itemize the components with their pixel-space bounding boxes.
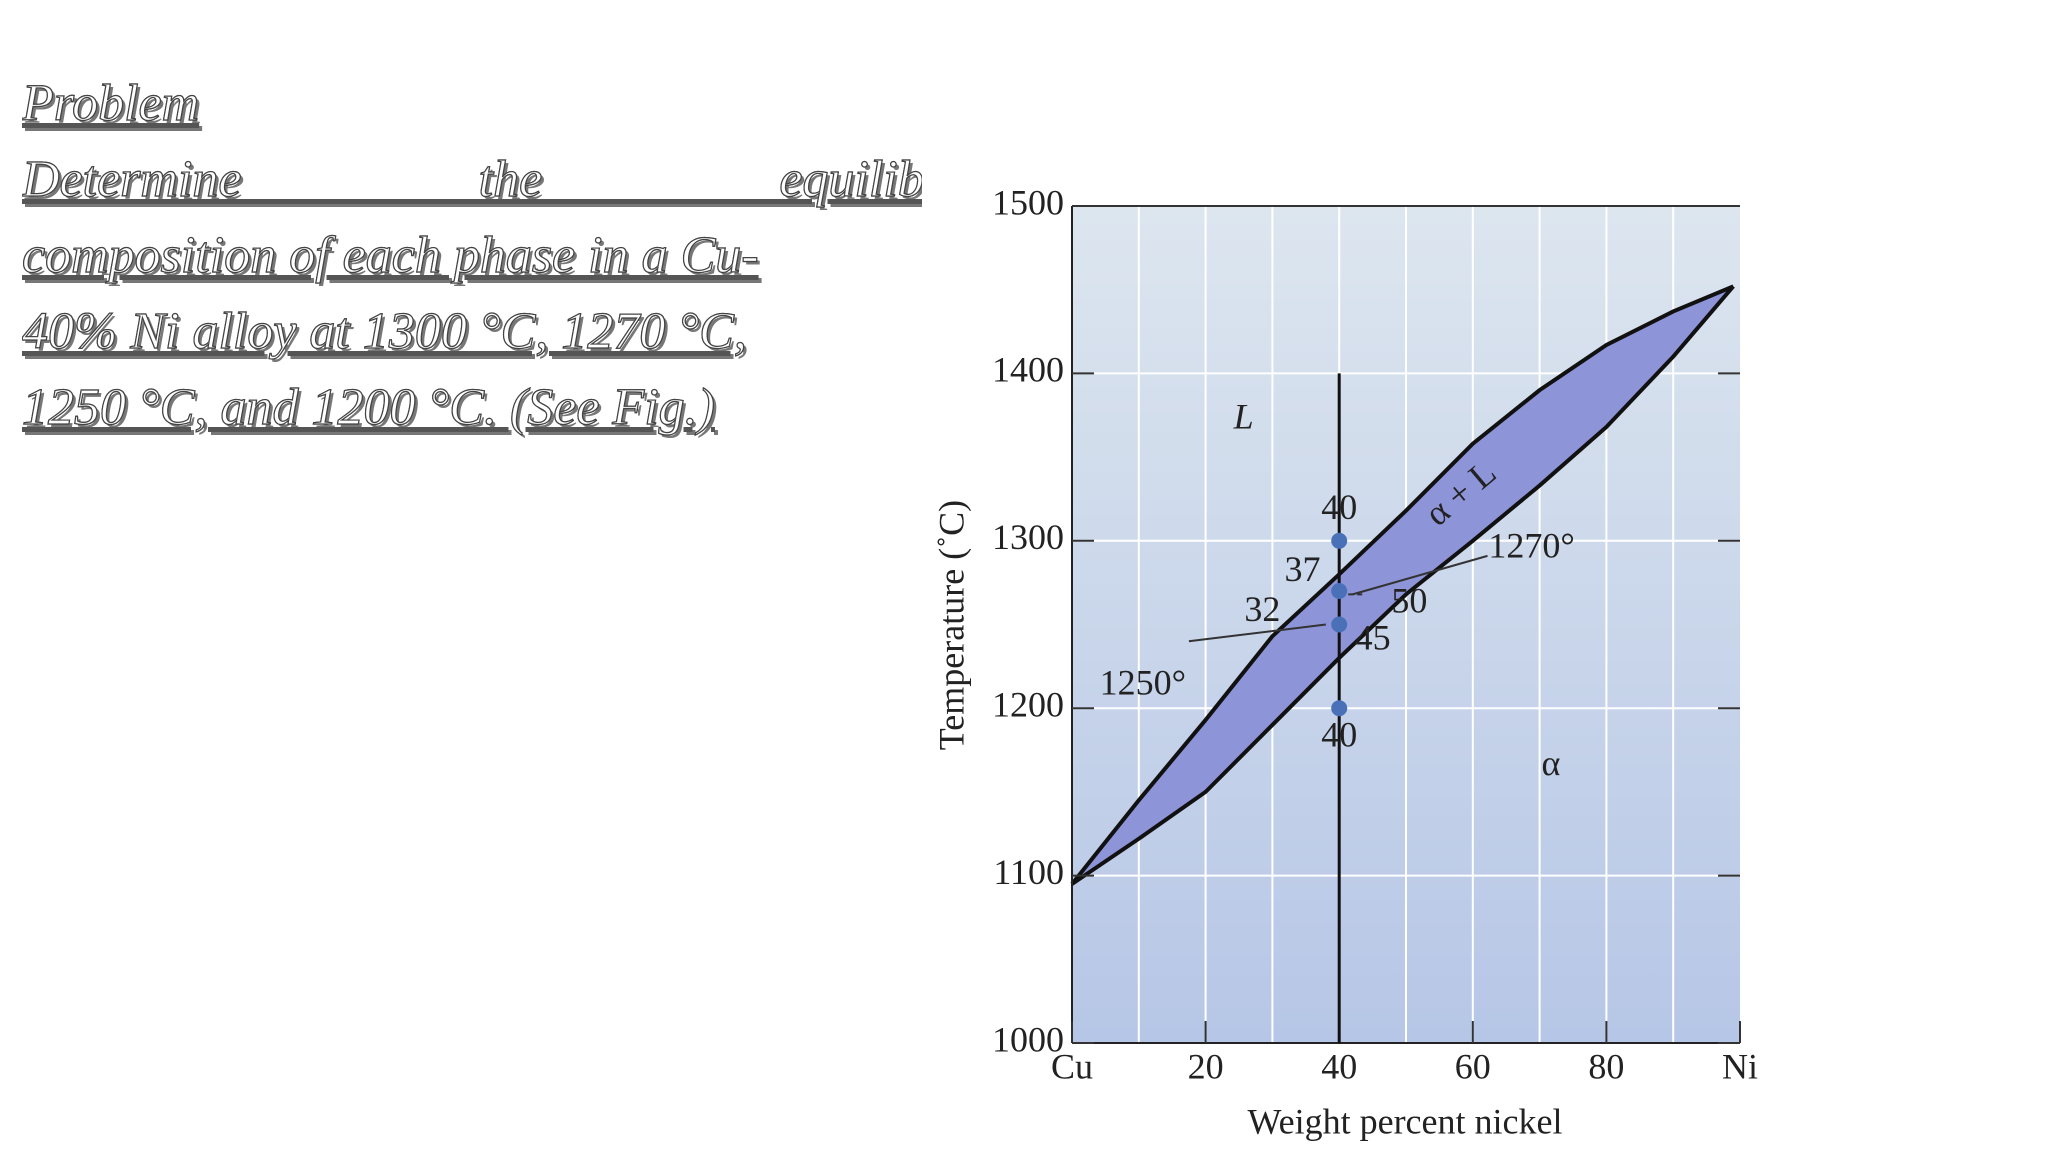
- annotation: 1270°: [1488, 525, 1574, 565]
- y-tick-label: 1400: [992, 350, 1064, 390]
- x-tick-label: Ni: [1722, 1046, 1758, 1086]
- y-tick-label: 1200: [992, 684, 1064, 724]
- two-phase-region: [1072, 286, 1734, 884]
- phase-boundary: [1070, 284, 1735, 886]
- composition-label: 37: [1284, 549, 1320, 589]
- composition-label: 50: [1391, 581, 1427, 621]
- x-tick-label: 40: [1321, 1046, 1357, 1086]
- y-axis-label: Temperature (˚C): [931, 500, 971, 750]
- state-point: [1331, 700, 1348, 717]
- x-tick-label: 60: [1455, 1046, 1491, 1086]
- text-line: 1250 °C, and 1200 °C. (See Fig.): [22, 378, 716, 436]
- heading: Problem: [22, 74, 200, 132]
- x-tick-label: Cu: [1051, 1046, 1093, 1086]
- annotation: 1250°: [1100, 663, 1186, 703]
- state-point: [1331, 583, 1348, 600]
- leader-line: [1352, 554, 1488, 596]
- phase-boundary: [1070, 285, 1735, 886]
- x-axis-label: Weight percent nickel: [1248, 1101, 1563, 1141]
- annotation: L: [1233, 397, 1254, 437]
- y-tick-label: 1000: [992, 1019, 1064, 1059]
- composition-label: 40: [1321, 715, 1357, 755]
- composition-label: 32: [1244, 589, 1280, 629]
- state-point: [1331, 532, 1348, 549]
- composition-label: 45: [1355, 618, 1391, 658]
- text-line: composition of each phase in a Cu-: [22, 226, 759, 284]
- x-tick-label: 20: [1188, 1046, 1224, 1086]
- y-tick-label: 1100: [993, 852, 1064, 892]
- x-tick-label: 80: [1588, 1046, 1624, 1086]
- text-line: Determine the equilibrium: [22, 150, 922, 208]
- leader-line: [1188, 623, 1326, 643]
- y-tick-label: 1300: [992, 517, 1064, 557]
- y-tick-label: 1500: [992, 182, 1064, 222]
- state-point: [1331, 616, 1348, 633]
- annotation: α: [1542, 743, 1561, 783]
- slide-text: Problem Determine the equilibrium compos…: [22, 66, 922, 446]
- composition-label: 40: [1321, 487, 1357, 527]
- text-line: 40% Ni alloy at 1300 °C, 1270 °C,: [22, 302, 747, 360]
